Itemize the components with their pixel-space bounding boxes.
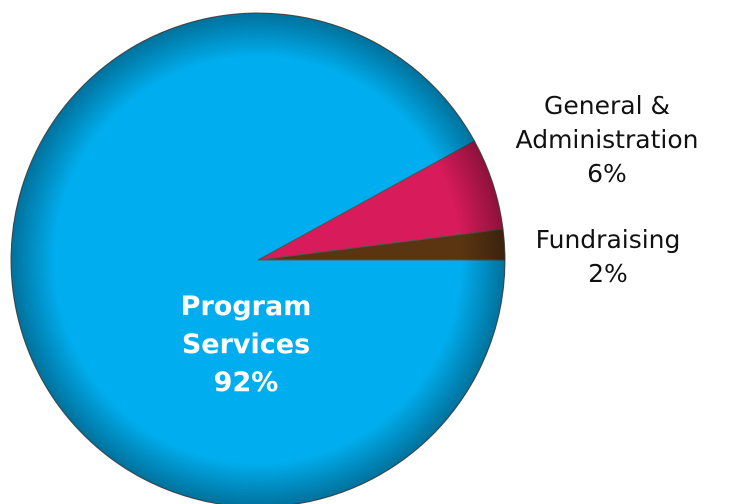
slice-label: Fundraising 2%: [498, 223, 718, 291]
category-label: Fundraising: [535, 225, 681, 254]
slice-label: General & Administration 6%: [487, 89, 727, 191]
category-label: General & Administration: [515, 91, 699, 154]
slice-label: Program Services 92%: [146, 288, 346, 402]
category-label: Program Services: [180, 291, 312, 360]
value-label: 92%: [213, 367, 279, 398]
value-label: 6%: [587, 159, 627, 188]
value-label: 2%: [588, 259, 628, 288]
